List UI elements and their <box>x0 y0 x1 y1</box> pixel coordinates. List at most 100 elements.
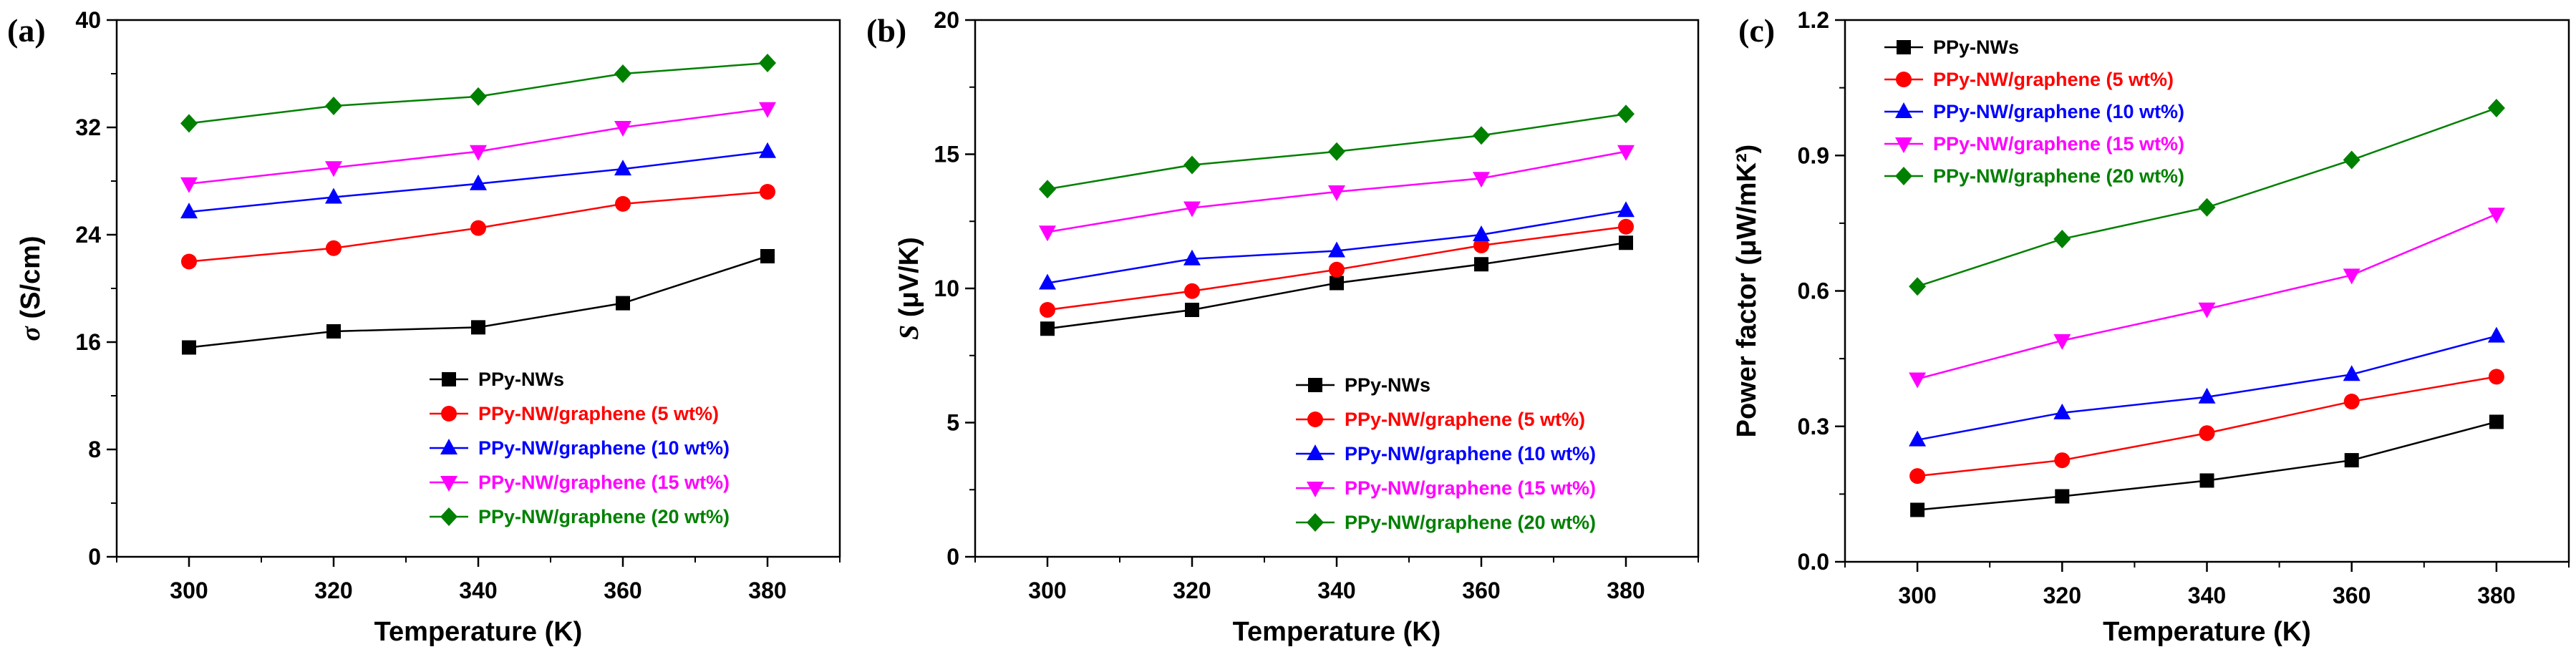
data-point <box>326 324 341 339</box>
legend-marker <box>1895 137 1912 153</box>
x-tick-label: 320 <box>1173 578 1211 603</box>
data-point <box>1909 468 1926 485</box>
data-point <box>182 340 196 355</box>
data-point <box>1328 185 1345 201</box>
series-4 <box>180 102 776 193</box>
legend-label: PPy-NW/graphene (10 wt%) <box>1345 443 1596 464</box>
data-point <box>1473 126 1490 145</box>
data-point <box>181 253 197 270</box>
data-point <box>470 174 487 190</box>
x-axis-title: Temperature (K) <box>1233 617 1441 647</box>
data-point <box>1617 104 1635 124</box>
legend-label: PPy-NW/graphene (5 wt%) <box>1345 409 1585 430</box>
legend-marker <box>440 476 457 492</box>
data-point <box>1617 201 1635 218</box>
y-tick-label: 10 <box>934 276 959 301</box>
y-tick-label: 0.3 <box>1798 414 1829 439</box>
panel-label: (c) <box>1738 12 1775 49</box>
x-tick-label: 300 <box>1028 578 1066 603</box>
data-point <box>2055 489 2070 504</box>
y-tick-label: 32 <box>75 115 101 140</box>
data-point <box>2053 403 2071 419</box>
legend-label: PPy-NW/graphene (5 wt%) <box>1933 69 2174 90</box>
data-point <box>1328 142 1345 161</box>
data-point <box>614 64 631 83</box>
data-point <box>2198 387 2216 404</box>
y-axis-unit: (S/cm) <box>16 235 46 326</box>
legend-label: PPy-NW/graphene (15 wt%) <box>478 472 730 493</box>
data-point <box>1474 257 1488 272</box>
legend-label: PPy-NWs <box>1933 36 2019 58</box>
chart-panel-3: 300 320 340 360 380 0.0 0.3 0.6 0.9 1.2 Temperatur… <box>1732 7 2570 647</box>
series-2 <box>1040 218 1634 318</box>
data-point <box>1183 201 1201 218</box>
legend-label: PPy-NW/graphene (20 wt%) <box>1933 165 2184 187</box>
y-tick-label: 16 <box>75 329 101 355</box>
data-point <box>2343 394 2360 410</box>
data-point <box>2344 453 2359 468</box>
series-2 <box>181 184 775 270</box>
data-point <box>470 220 486 236</box>
data-point <box>759 142 776 158</box>
legend-marker <box>440 507 457 526</box>
y-axis-title: Power factor (μW/mK²) <box>1732 145 1762 438</box>
data-point <box>760 249 775 263</box>
data-point <box>760 184 775 200</box>
data-point <box>470 145 487 161</box>
legend-label: PPy-NW/graphene (5 wt%) <box>478 403 719 424</box>
x-tick-label: 380 <box>748 578 786 603</box>
data-point <box>2053 334 2071 350</box>
data-point <box>2488 369 2504 385</box>
y-axis-unit: (μV/K) <box>894 237 924 324</box>
x-tick-label: 380 <box>2477 583 2515 608</box>
legend-marker <box>1896 72 1912 87</box>
legend-marker <box>1307 412 1323 427</box>
data-point <box>1040 321 1055 336</box>
data-point <box>2343 150 2360 170</box>
y-tick-label: 0 <box>88 544 101 570</box>
x-tick-label: 360 <box>604 578 641 603</box>
y-tick-label: 0 <box>946 544 959 570</box>
data-point <box>616 296 630 311</box>
legend-label: PPy-NWs <box>478 369 564 390</box>
x-tick-label: 360 <box>1462 578 1500 603</box>
x-tick-label: 300 <box>170 578 208 603</box>
y-tick-label: 1.2 <box>1798 7 1829 33</box>
data-point <box>1039 225 1056 242</box>
data-point <box>1329 261 1345 278</box>
legend-label: PPy-NW/graphene (20 wt%) <box>478 506 730 527</box>
chart-panel-2: 300 320 340 360 380 0 5 10 15 20 Temperature (K) S … <box>866 7 1700 647</box>
data-point <box>2487 208 2505 224</box>
data-point <box>2489 414 2504 429</box>
y-axis-symbol: S <box>894 325 924 340</box>
legend-marker <box>1307 482 1324 497</box>
data-point <box>326 240 342 256</box>
x-tick-label: 320 <box>2043 583 2081 608</box>
data-point <box>2199 425 2215 442</box>
series-1 <box>1910 414 2504 517</box>
legend-marker <box>1307 513 1324 532</box>
panel-label: (a) <box>7 12 46 49</box>
data-point <box>2199 473 2214 488</box>
series-4 <box>1039 145 1635 242</box>
legend-marker <box>1308 378 1322 392</box>
x-axis-title: Temperature (K) <box>2103 617 2311 647</box>
data-point <box>1330 276 1344 291</box>
x-tick-label: 380 <box>1607 578 1645 603</box>
series-3 <box>1909 326 2505 447</box>
y-tick-label: 0.9 <box>1798 142 1829 168</box>
legend-label: PPy-NW/graphene (20 wt%) <box>1345 512 1596 533</box>
data-point <box>471 320 485 335</box>
data-point <box>1619 235 1633 250</box>
data-point <box>325 188 342 204</box>
legend-marker <box>440 439 457 454</box>
y-tick-label: 20 <box>934 7 959 33</box>
legend-marker <box>1897 40 1911 54</box>
y-tick-label: 0.6 <box>1798 278 1829 304</box>
legend: PPy-NWs PPy-NW/graphene (5 wt%) PPy-NW/gra… <box>1884 36 2184 187</box>
series-3 <box>1039 201 1635 290</box>
data-point <box>2343 365 2360 381</box>
legend-marker <box>1895 167 1912 185</box>
series-4 <box>1909 208 2505 389</box>
